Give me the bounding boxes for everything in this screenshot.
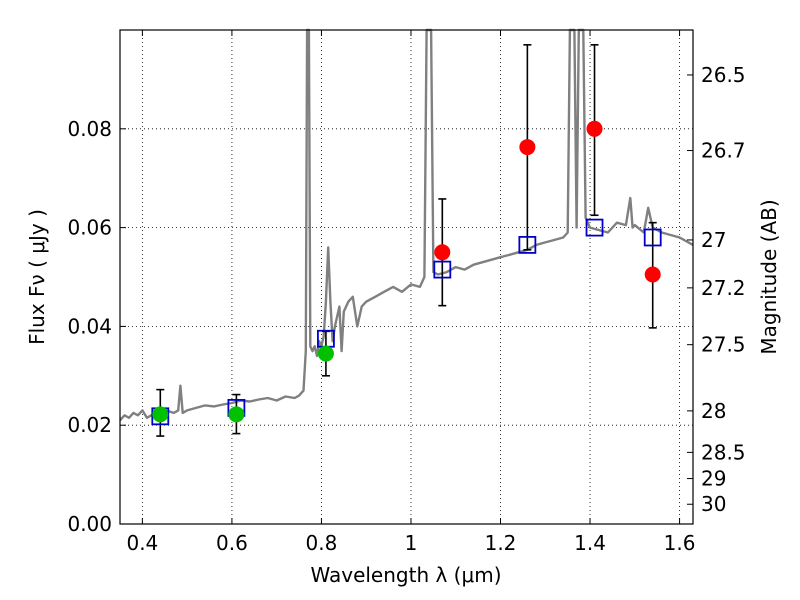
model-point-square [585,218,604,237]
spectrum-layer [119,28,694,422]
detection-point [152,406,169,423]
detection-point [519,139,536,156]
detection-point [586,120,603,137]
detection-points-layer [152,120,661,423]
detection-point [317,345,334,362]
model-point-square [518,235,537,254]
grid-lines [120,30,693,524]
x-axis-title: Wavelength λ (μm) [310,563,501,587]
y-axis-ticks: 0.00 0.02 0.04 0.06 0.08 [67,117,126,536]
y2-tick-label: 29 [701,467,726,491]
detection-point [434,244,451,261]
y2-tick-label: 26.5 [701,63,746,87]
plot-frame [119,29,694,525]
y-tick-label: 0.00 [67,512,112,536]
y2-tick-label: 26.7 [701,139,746,163]
model-point-square [643,228,662,247]
x-axis-ticks: 0.4 0.6 0.8 1 1.2 1.4 1.6 [126,30,695,555]
y-tick-label: 0.08 [67,117,112,141]
x-tick-label: 0.8 [306,531,338,555]
y2-tick-label: 27 [701,228,726,252]
spectrum-line [119,28,694,422]
detection-point [228,406,245,423]
x-tick-label: 0.6 [216,531,248,555]
y2-tick-label: 27.5 [701,333,746,357]
y-tick-label: 0.04 [67,314,112,338]
model-point-square [433,260,452,279]
y2-tick-label: 27.2 [701,276,746,300]
x-tick-label: 1.6 [664,531,696,555]
y2-tick-label: 28 [701,399,726,423]
errorbar-layer [156,44,657,437]
x-tick-label: 1.2 [485,531,517,555]
y-tick-label: 0.02 [67,413,112,437]
y-axis-title: Flux Fν ( μJy ) [25,209,49,345]
x-tick-label: 1.4 [574,531,606,555]
y2-tick-label: 30 [701,492,726,516]
y2-axis-title: Magnitude (AB) [757,199,781,354]
x-tick-label: 0.4 [126,531,158,555]
x-tick-label: 1 [405,531,418,555]
detection-point [644,266,661,283]
model-points-layer [151,218,662,426]
y-tick-label: 0.06 [67,216,112,240]
y2-tick-label: 28.5 [701,440,746,464]
